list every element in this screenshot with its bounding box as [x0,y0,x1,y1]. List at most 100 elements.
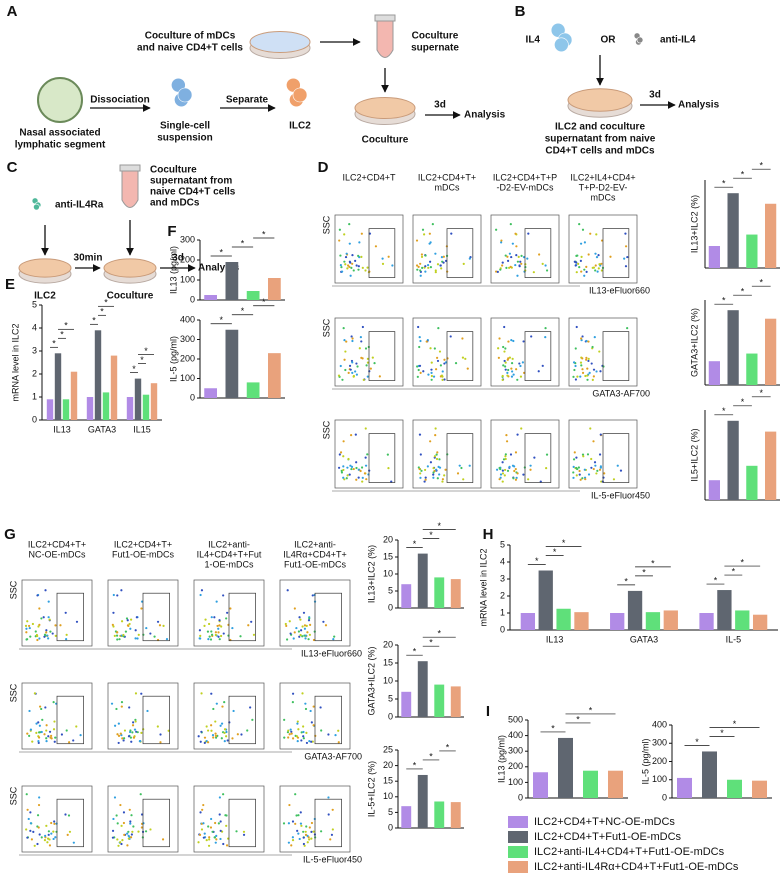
x-tick-label: GATA3 [88,424,116,434]
flow-dot [219,820,222,823]
flow-dot [343,260,346,263]
flow-dot [416,365,419,368]
flow-dot [355,461,358,464]
flow-gate [368,331,396,381]
y-tick-label: 400 [180,314,195,324]
flow-dot [302,730,305,734]
flow-dot [207,622,211,626]
flow-dot [366,357,370,360]
flow-dot [495,468,499,471]
flow-dot [308,826,311,829]
flow-dot [285,638,289,641]
flow-dot [576,375,579,378]
dish-top [354,97,416,119]
flow-dot [355,478,358,481]
sig-label: * [437,521,441,531]
sig-label: * [553,547,557,557]
flow-dot [299,633,302,637]
flow-gate [524,331,552,381]
flow-dot [517,255,520,258]
flow-dot [342,455,345,458]
flow-dot [381,262,385,265]
flow-dot [515,476,518,479]
flow-dot [434,252,437,255]
flow-dot [545,269,549,272]
flow-dot [361,325,364,329]
flow-dot [436,477,439,480]
flow-dot [75,725,78,728]
flow-dot [350,266,353,269]
label: Analysis [464,110,506,121]
bar [627,590,643,630]
flow-dot [128,622,131,626]
flow-dot [130,833,133,836]
label: Dissociation [90,95,149,106]
label: CD4+T cells and mDCs [545,146,655,157]
flow-dot [348,222,351,226]
flow-dot [324,624,328,627]
flow-dot [134,720,137,723]
flow-dot [415,239,419,242]
flow-dot [26,808,29,811]
flow-dot [435,468,438,471]
flow-gate [142,592,170,642]
flow-dot [593,336,596,339]
flow-dot [287,729,290,732]
flow-dot [354,259,357,262]
flow-dot [40,617,43,620]
flow-dot [436,451,439,454]
flow-dot [29,822,32,825]
flow-dot [242,830,246,833]
y-tick-label: 200 [180,254,195,264]
flow-dot [516,433,519,436]
flow-dot [218,619,221,622]
flow-dot [116,733,119,736]
flow-dot [360,466,364,469]
bar [727,420,739,500]
label: and naive CD4+T cells [137,43,243,54]
flow-dot [511,370,514,373]
flow-dot [381,257,384,260]
flow-dot [37,721,40,724]
flow-dot [468,257,471,260]
flow-dot [44,589,47,592]
flow-dot [202,836,205,839]
flow-dot [498,478,501,481]
flow-dot [580,270,583,273]
bar [94,330,102,420]
flow-dot [156,725,159,728]
y-tick-label: 0 [388,602,393,612]
flow-dot [289,728,292,731]
y-tick-label: 0 [190,294,195,304]
flow-dot [423,233,426,236]
flow-dot [624,245,628,248]
y-tick-label: 10 [383,568,393,578]
flow-dot [585,265,588,268]
label: Coculture of mDCs [145,31,236,42]
flow-dot [310,721,313,724]
flow-dot [506,469,510,472]
flow-dot [285,624,288,628]
bar [434,684,445,717]
flow-dot [287,841,290,844]
flow-dot [38,607,41,610]
flow-dot [432,375,436,378]
sig-label: * [733,719,737,729]
label: IL-5-eFluor450 [591,490,650,500]
sig-label: * [429,530,433,540]
label: Nasal associated [19,128,100,139]
flow-dot [587,473,591,476]
flow-dot [339,254,342,257]
y-axis-label: GATA3+ILC2 (%) [366,647,376,716]
flow-dot [214,732,217,735]
flow-dot [426,465,429,468]
flow-dot [209,638,213,641]
label: supernatant from naive [545,134,656,145]
flow-dot [225,844,229,847]
flow-dot [197,735,200,738]
flow-dot [303,624,307,627]
flow-dot [115,707,118,711]
flow-dot [589,427,592,430]
tube [121,169,139,208]
flow-dot [246,729,249,732]
